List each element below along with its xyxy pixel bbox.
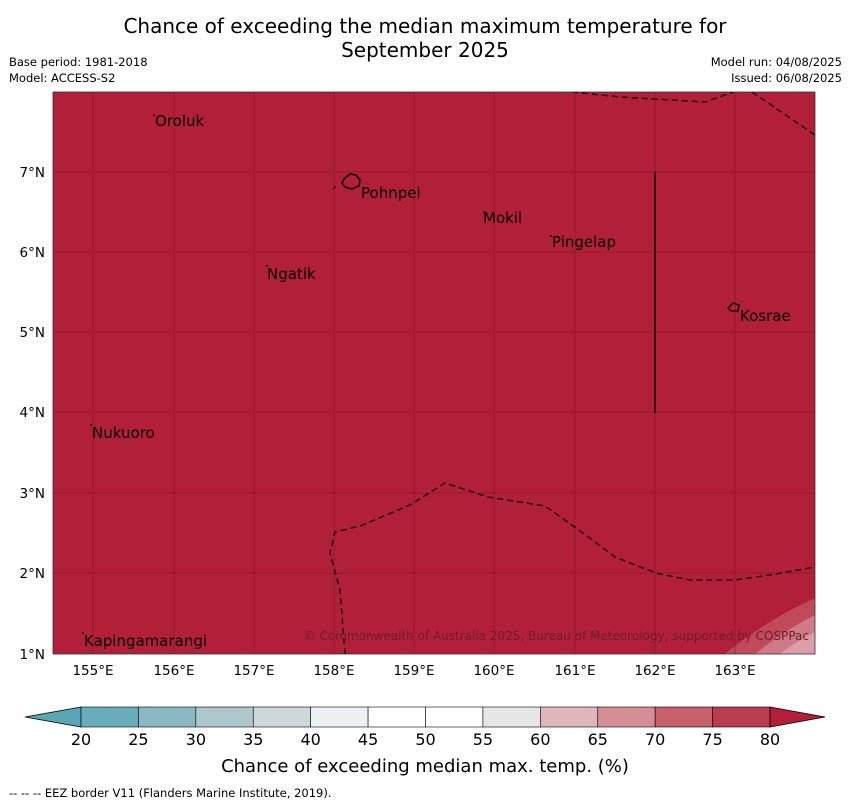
colorbar-extend-high (769, 706, 826, 728)
place-label-pohnpei: Pohnpei (361, 184, 421, 202)
colorbar-tick-label: 35 (243, 730, 263, 749)
colorbar: 20 25 30 35 40 45 50 55 60 65 70 75 80 (24, 706, 826, 749)
eez-legend-note: -- -- -- EEZ border V11 (Flanders Marine… (9, 786, 332, 800)
colorbar-segment (597, 706, 656, 728)
kosrae-island (727, 302, 740, 312)
lat-tick: 3°N (20, 486, 45, 502)
colorbar-segment (712, 706, 771, 728)
pohnpei-island (341, 173, 361, 190)
colorbar-segment (367, 706, 426, 728)
lat-tick: 5°N (20, 325, 45, 341)
colorbar-segment (138, 706, 197, 728)
place-label-ngatik: Ngatik (267, 265, 316, 283)
lon-tick: 160°E (473, 663, 514, 679)
issued-label: Issued: 06/08/2025 (731, 71, 842, 85)
lon-tick: 161°E (554, 663, 595, 679)
colorbar-segment (80, 706, 139, 728)
place-label-kosrae: Kosrae (740, 307, 791, 325)
colorbar-segment (310, 706, 369, 728)
colorbar-segment (195, 706, 254, 728)
lat-tick: 4°N (20, 405, 45, 421)
colorbar-segment (654, 706, 713, 728)
lon-tick: 157°E (233, 663, 274, 679)
colorbar-tick-label: 50 (415, 730, 435, 749)
lon-tick: 162°E (634, 663, 675, 679)
base-period-label: Base period: 1981-2018 (9, 55, 148, 69)
colorbar-segment (252, 706, 311, 728)
colorbar-tick-label: 40 (300, 730, 320, 749)
colorbar-tick-label: 20 (71, 730, 91, 749)
place-label-mokil: Mokil (483, 209, 522, 227)
place-label-pingelap: Pingelap (552, 233, 616, 251)
place-label-nukuoro: Nukuoro (92, 424, 155, 442)
colorbar-tick-label: 65 (588, 730, 608, 749)
colorbar-tick-label: 45 (358, 730, 378, 749)
place-label-kapingamarangi: Kapingamarangi (84, 632, 207, 650)
colorbar-tick-label: 60 (530, 730, 550, 749)
colorbar-extend-low (24, 706, 82, 728)
lon-tick: 158°E (313, 663, 354, 679)
colorbar-tick-label: 70 (645, 730, 665, 749)
colorbar-segment (540, 706, 599, 728)
colorbar-tick-label: 55 (473, 730, 493, 749)
colorbar-tick-label: 30 (186, 730, 206, 749)
map-panel (53, 92, 815, 654)
model-run-label: Model run: 04/08/2025 (710, 55, 842, 69)
latitude-axis: 1°N 2°N 3°N 4°N 5°N 6°N 7°N (20, 165, 45, 663)
map-title-line1: Chance of exceeding the median maximum t… (123, 14, 727, 38)
model-label: Model: ACCESS-S2 (9, 71, 116, 85)
place-label-oroluk: Oroluk (155, 112, 204, 130)
lon-tick: 159°E (393, 663, 434, 679)
lat-tick: 7°N (20, 165, 45, 181)
colorbar-tick-label: 25 (128, 730, 148, 749)
colorbar-tick-label: 75 (702, 730, 722, 749)
lat-tick: 1°N (20, 647, 45, 663)
colorbar-label: Chance of exceeding median max. temp. (%… (221, 756, 629, 777)
colorbar-segment (482, 706, 541, 728)
lat-tick: 6°N (20, 245, 45, 261)
lon-tick: 163°E (714, 663, 755, 679)
lon-tick: 155°E (72, 663, 113, 679)
colorbar-tick-label: 80 (760, 730, 780, 749)
map-title-line2: September 2025 (341, 38, 509, 62)
longitude-axis: 155°E 156°E 157°E 158°E 159°E 160°E 161°… (72, 663, 755, 679)
lon-tick: 156°E (153, 663, 194, 679)
copyright-text: © Commonwealth of Australia 2025, Bureau… (304, 629, 809, 643)
lat-tick: 2°N (20, 566, 45, 582)
eez-border (329, 92, 815, 654)
colorbar-segment (425, 706, 484, 728)
